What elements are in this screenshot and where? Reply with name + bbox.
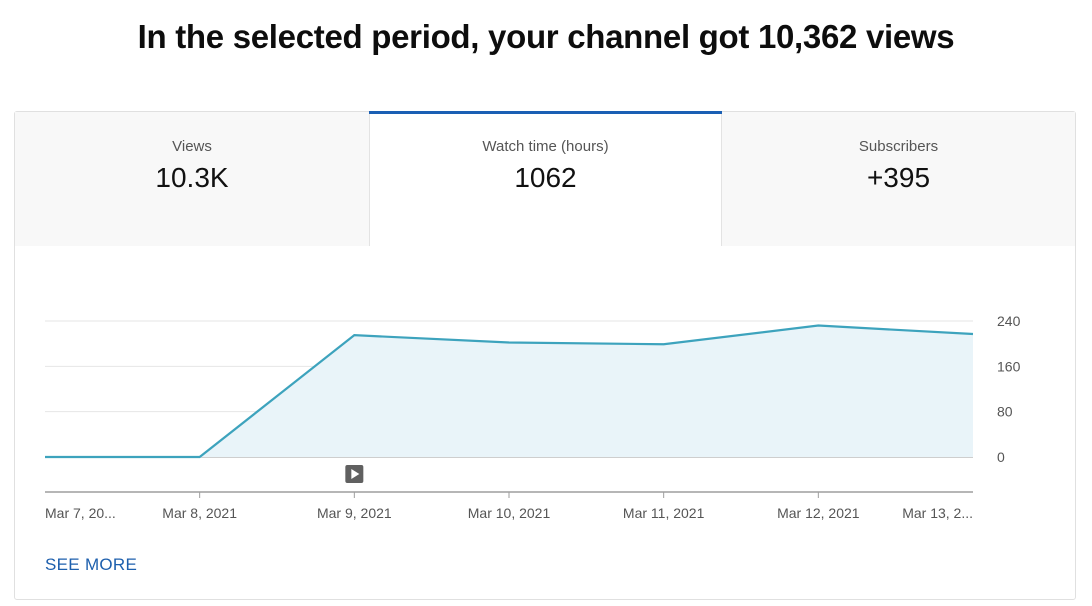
see-more-link[interactable]: SEE MORE xyxy=(45,555,138,574)
x-tick-label: Mar 11, 2021 xyxy=(623,505,705,521)
tab-views-label: Views xyxy=(172,138,212,155)
analytics-card: Views 10.3K Watch time (hours) 1062 Subs… xyxy=(14,111,1076,600)
x-tick-label: Mar 10, 2021 xyxy=(468,505,551,521)
series-line xyxy=(45,324,974,459)
y-tick-label: 160 xyxy=(997,358,1021,374)
x-tick-label: Mar 8, 2021 xyxy=(162,505,237,521)
tab-subscribers-value: +395 xyxy=(866,162,931,193)
x-tick-label: Mar 13, 2... xyxy=(902,505,973,521)
watch-time-chart: 0 80 160 240 Mar 7, 20... Mar 8, 2021 Mar 9, 2… xyxy=(15,246,1075,601)
tab-subscribers-label: Subscribers xyxy=(858,138,939,155)
x-tick-label: Mar 12, 2021 xyxy=(777,505,860,521)
play-icon xyxy=(351,469,360,479)
tab-watch-time-value: 1062 xyxy=(514,162,577,193)
tab-views[interactable]: Views 10.3K xyxy=(15,112,369,246)
metric-tabs: Views 10.3K Watch time (hours) 1062 Subs… xyxy=(15,111,1075,246)
chart-svg: 0 80 160 240 Mar 7, 20... Mar 8, 2021 Mar 9, 2… xyxy=(45,313,1021,521)
series-area xyxy=(45,325,973,457)
y-tick-label: 80 xyxy=(997,404,1013,420)
y-tick-label: 240 xyxy=(997,313,1021,329)
tab-watch-time-label: Watch time (hours) xyxy=(482,138,609,155)
x-tick-label: Mar 7, 20... xyxy=(45,505,116,521)
tab-views-value: 10.3K xyxy=(155,162,229,193)
tab-watch-time[interactable]: Watch time (hours) 1062 xyxy=(369,111,722,246)
x-tick-label: Mar 9, 2021 xyxy=(317,505,392,521)
tab-subscribers[interactable]: Subscribers +395 xyxy=(722,112,1075,246)
y-tick-label: 0 xyxy=(997,449,1005,465)
page-headline: In the selected period, your channel got… xyxy=(137,18,955,55)
